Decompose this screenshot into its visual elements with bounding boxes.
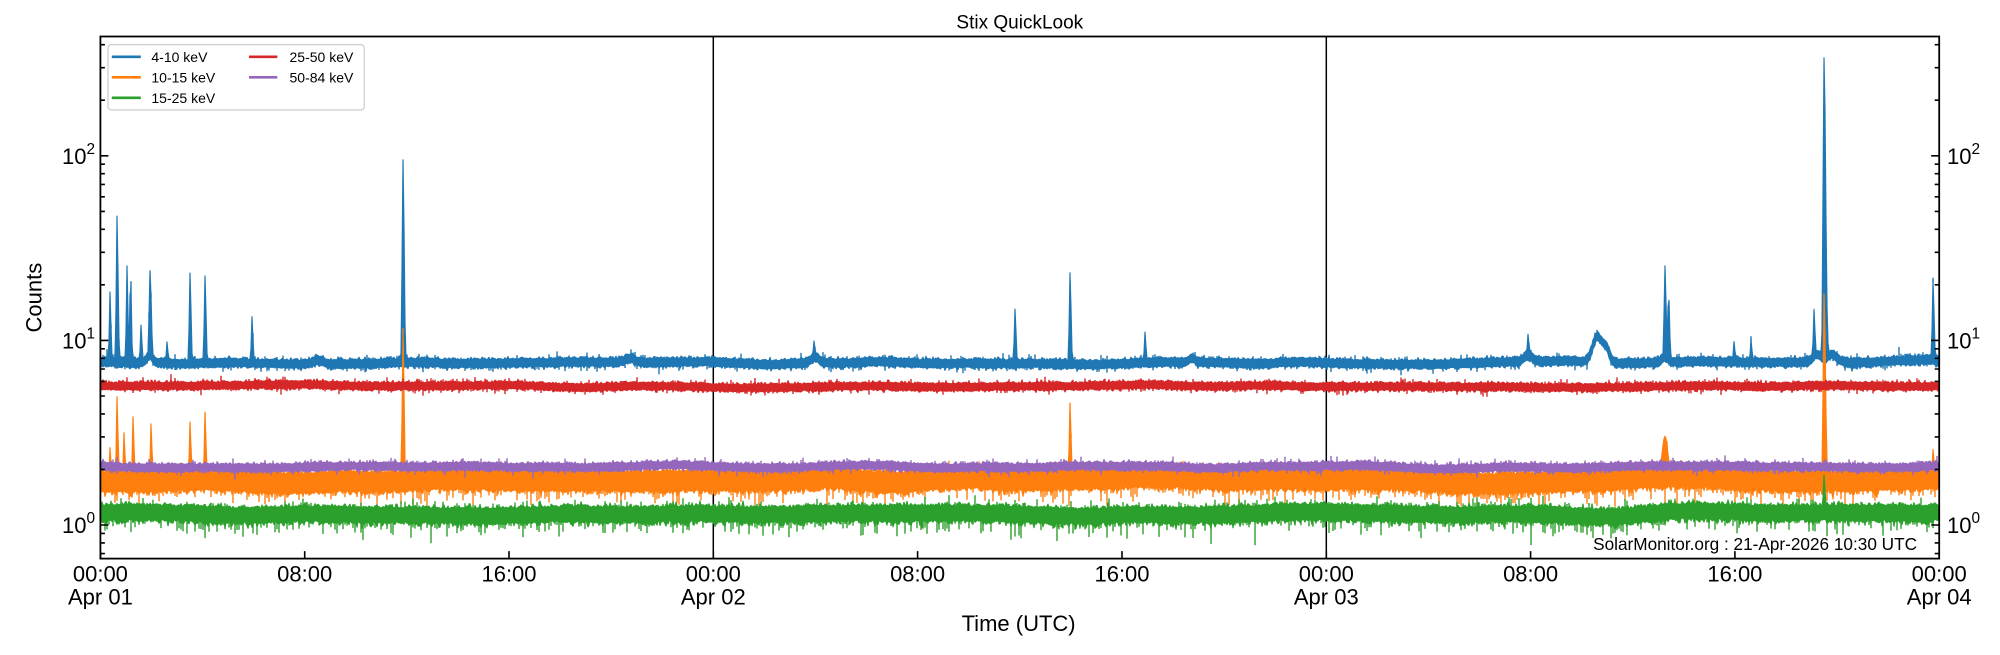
svg-text:00:00: 00:00 — [1912, 562, 1967, 587]
svg-text:10-15 keV: 10-15 keV — [151, 69, 215, 85]
svg-text:4-10 keV: 4-10 keV — [151, 49, 208, 65]
svg-text:Stix QuickLook: Stix QuickLook — [956, 13, 1083, 34]
svg-text:50-84 keV: 50-84 keV — [290, 69, 354, 85]
svg-text:25-50 keV: 25-50 keV — [290, 49, 354, 65]
svg-text:08:00: 08:00 — [1503, 562, 1558, 587]
svg-text:SolarMonitor.org : 21-Apr-2026: SolarMonitor.org : 21-Apr-2026 10:30 UTC — [1593, 534, 1917, 554]
svg-text:Apr 03: Apr 03 — [1294, 585, 1359, 610]
svg-text:Time (UTC): Time (UTC) — [962, 611, 1076, 636]
svg-text:08:00: 08:00 — [277, 562, 332, 587]
svg-text:Apr 04: Apr 04 — [1907, 585, 1972, 610]
svg-text:15-25 keV: 15-25 keV — [151, 90, 215, 106]
svg-text:08:00: 08:00 — [890, 562, 945, 587]
svg-text:16:00: 16:00 — [481, 562, 536, 587]
svg-text:Counts: Counts — [22, 263, 47, 333]
svg-text:Apr 01: Apr 01 — [68, 585, 133, 610]
svg-text:Apr 02: Apr 02 — [681, 585, 746, 610]
svg-text:102: 102 — [62, 141, 95, 169]
svg-text:00:00: 00:00 — [1299, 562, 1354, 587]
svg-text:16:00: 16:00 — [1707, 562, 1762, 587]
svg-text:00:00: 00:00 — [686, 562, 741, 587]
svg-text:16:00: 16:00 — [1094, 562, 1149, 587]
svg-text:00:00: 00:00 — [73, 562, 128, 587]
